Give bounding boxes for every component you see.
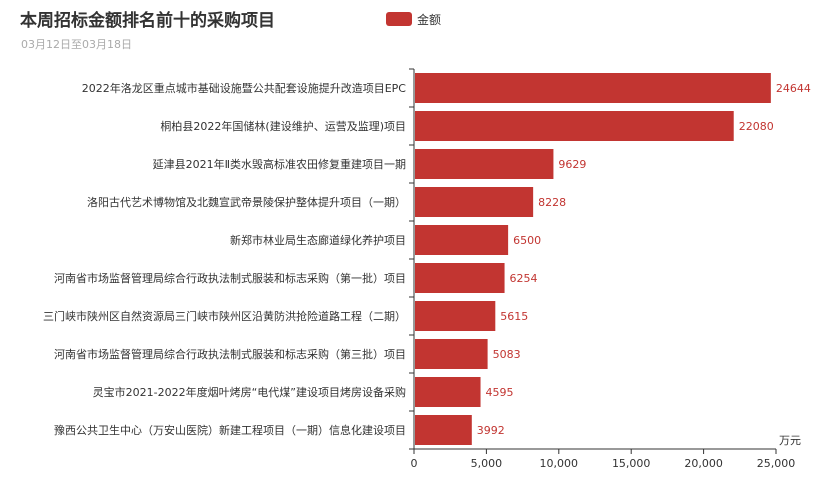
x-tick-label: 20,000 — [684, 457, 723, 470]
bar-value-label: 3992 — [477, 424, 505, 437]
x-tick-label: 25,000 — [757, 457, 796, 470]
bar-value-label: 5615 — [500, 310, 528, 323]
legend-label[interactable]: 金额 — [417, 12, 442, 27]
legend[interactable]: 金额 — [386, 11, 441, 27]
bar[interactable] — [415, 225, 509, 255]
x-axis-unit: 万元 — [779, 434, 801, 447]
bar[interactable] — [415, 111, 734, 141]
bar-value-label: 6500 — [513, 234, 541, 247]
chart-subtitle: 03月12日至03月18日 — [21, 38, 132, 51]
bar[interactable] — [415, 263, 505, 293]
x-tick-label: 0 — [411, 457, 418, 470]
y-tick-label: 三门峡市陕州区自然资源局三门峡市陕州区沿黄防洪抢险道路工程（二期） — [43, 309, 406, 323]
y-tick-label: 新郑市林业局生态廊道绿化养护项目 — [230, 233, 406, 247]
y-tick-label: 河南省市场监督管理局综合行政执法制式服装和标志采购（第三批）项目 — [54, 347, 406, 361]
y-tick-label: 河南省市场监督管理局综合行政执法制式服装和标志采购（第一批）项目 — [54, 271, 406, 285]
bar-value-label: 6254 — [510, 272, 538, 285]
legend-swatch[interactable] — [386, 12, 412, 26]
x-tick-label: 15,000 — [612, 457, 651, 470]
bar[interactable] — [415, 187, 534, 217]
x-tick-label: 5,000 — [471, 457, 503, 470]
bar-value-label: 22080 — [739, 120, 774, 133]
y-tick-label: 豫西公共卫生中心（万安山医院）新建工程项目（一期）信息化建设项目 — [54, 423, 406, 437]
bar[interactable] — [415, 149, 554, 179]
y-tick-label: 延津县2021年Ⅱ类水毁高标准农田修复重建项目一期 — [153, 157, 406, 171]
chart-title: 本周招标金额排名前十的采购项目 — [20, 11, 275, 31]
bar[interactable] — [415, 73, 771, 103]
bar-value-label: 24644 — [776, 82, 811, 95]
y-tick-label: 灵宝市2021-2022年度烟叶烤房“电代煤”建设项目烤房设备采购 — [93, 385, 406, 399]
bar[interactable] — [415, 339, 488, 369]
bar-value-label: 8228 — [538, 196, 566, 209]
bar[interactable] — [415, 415, 472, 445]
y-tick-label: 桐柏县2022年国储林(建设维护、运营及监理)项目 — [160, 119, 406, 133]
bar-value-label: 9629 — [558, 158, 586, 171]
y-tick-label: 洛阳古代艺术博物馆及北魏宣武帝景陵保护整体提升项目（一期） — [87, 195, 406, 209]
y-tick-label: 2022年洛龙区重点城市基础设施暨公共配套设施提升改造项目EPC — [82, 81, 407, 95]
x-tick-label: 10,000 — [540, 457, 579, 470]
bar[interactable] — [415, 301, 496, 331]
bar-value-label: 4595 — [486, 386, 514, 399]
bar-value-label: 5083 — [493, 348, 521, 361]
bar[interactable] — [415, 377, 481, 407]
